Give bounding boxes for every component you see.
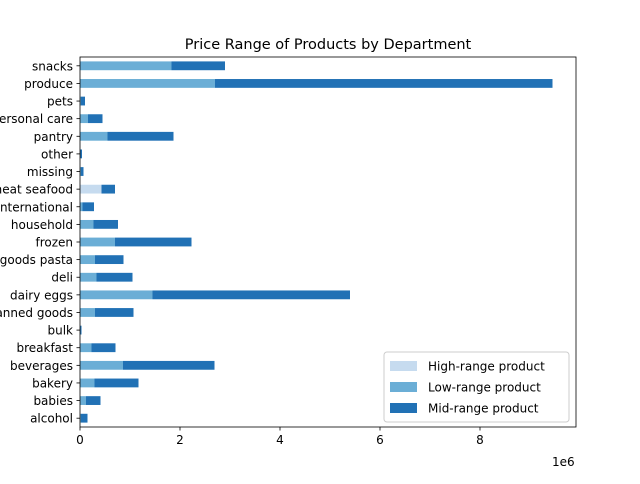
bar-international-series-1: [80, 202, 83, 212]
bar-produce-series-2: [215, 79, 553, 88]
y-tick-label: frozen: [35, 236, 73, 250]
y-tick-label: missing: [27, 165, 73, 179]
bar-canned-goods-series-1: [80, 308, 95, 317]
bars-layer: [80, 61, 553, 423]
y-tick-label: breakfast: [16, 341, 73, 355]
y-tick-label: meat seafood: [0, 183, 73, 197]
legend-swatch: [390, 403, 417, 413]
y-tick-label: other: [41, 147, 73, 161]
bar-dry-goods-pasta-series-1: [80, 255, 95, 265]
bar-frozen-series-2: [115, 237, 192, 247]
y-tick-label: produce: [24, 77, 73, 91]
axes-layer: alcohol babies bakery beverages breakfast bul…: [0, 56, 577, 447]
y-tick-label: international: [0, 200, 73, 214]
legend-label: High-range product: [428, 360, 545, 374]
x-tick-label: 6: [376, 433, 384, 447]
bar-beverages-series-1: [80, 360, 123, 370]
legend-label: Mid-range product: [428, 402, 539, 416]
bar-missing-series-2: [81, 167, 84, 176]
y-tick-label: deli: [51, 271, 73, 285]
y-tick-label: babies: [33, 394, 73, 408]
x-tick-label: 8: [476, 433, 484, 447]
bar-international-series-2: [82, 202, 94, 212]
bar-bakery-series-1: [80, 378, 95, 388]
bar-breakfast-series-1: [80, 343, 92, 353]
y-tick-label: dairy eggs: [10, 288, 73, 302]
x-tick-label: 0: [76, 433, 84, 447]
bar-household-series-2: [93, 219, 118, 229]
bar-frozen-series-1: [80, 237, 115, 247]
bar-bakery-series-2: [94, 378, 139, 388]
bar-deli-series-1: [80, 272, 97, 282]
bar-dry-goods-pasta-series-2: [95, 255, 124, 265]
y-tick-label: canned goods: [0, 306, 73, 320]
y-tick-label: snacks: [32, 59, 73, 73]
bar-breakfast-series-2: [91, 343, 116, 353]
bar-meat-seafood-series-2: [101, 184, 115, 194]
bar-produce-series-1: [80, 79, 215, 88]
bar-bulk-series-2: [80, 325, 82, 335]
x-offset-label: 1e6: [552, 455, 575, 469]
legend-swatch: [390, 361, 417, 371]
bar-other-series-2: [80, 149, 82, 159]
bar-alcohol-series-1: [80, 413, 81, 423]
y-tick-label: beverages: [10, 359, 73, 373]
bar-missing-series-1: [80, 167, 81, 176]
chart-title: Price Range of Products by Department: [185, 37, 472, 53]
y-tick-label: pets: [47, 95, 73, 109]
bar-babies-series-1: [80, 396, 86, 405]
y-tick-label: pantry: [34, 130, 73, 144]
bar-beverages-series-2: [123, 360, 215, 370]
bar-pets-series-2: [81, 96, 85, 106]
bar-canned-goods-series-2: [95, 308, 134, 317]
y-tick-label: bakery: [32, 376, 73, 390]
bar-personal-care-series-1: [80, 114, 88, 124]
bar-snacks-series-1: [80, 61, 172, 71]
bar-babies-series-2: [86, 396, 101, 405]
bar-pets-series-1: [80, 96, 81, 106]
y-tick-label: dry goods pasta: [0, 253, 73, 267]
bar-household-series-1: [80, 219, 94, 229]
bar-dairy-eggs-series-2: [152, 290, 350, 300]
legend-label: Low-range product: [428, 381, 541, 395]
bar-deli-series-2: [96, 272, 133, 282]
y-tick-label: bulk: [47, 324, 73, 338]
y-tick-label: alcohol: [30, 412, 73, 426]
bar-alcohol-series-2: [81, 413, 88, 423]
bar-pantry-series-2: [107, 131, 174, 141]
bar-snacks-series-2: [171, 61, 225, 71]
bar-dairy-eggs-series-1: [80, 290, 153, 300]
x-tick-label: 2: [176, 433, 184, 447]
legend-swatch: [390, 382, 417, 392]
y-tick-label: personal care: [0, 112, 73, 126]
bar-meat-seafood-series-0: [80, 184, 102, 194]
y-tick-label: household: [11, 218, 73, 232]
legend-frame: [383, 351, 570, 423]
bar-pantry-series-1: [80, 131, 108, 141]
bar-personal-care-series-2: [88, 114, 103, 124]
x-tick-label: 4: [276, 433, 284, 447]
legend: High-range product Low-range product Mid-r…: [383, 351, 570, 423]
